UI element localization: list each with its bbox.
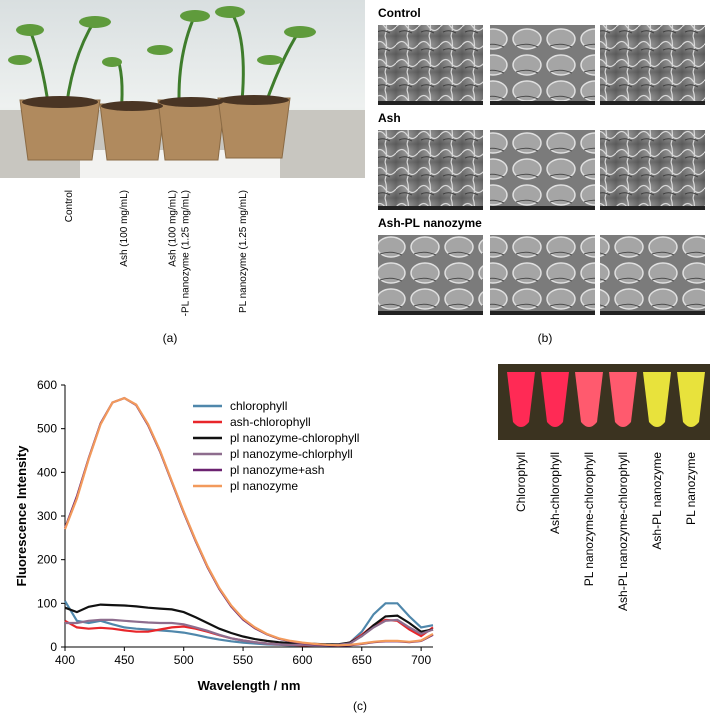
data-line <box>65 618 434 647</box>
sem-image <box>600 130 705 210</box>
line-chart: 0 100 200 300 400 500 600 400 450 500 550 600 650 700… <box>14 378 434 693</box>
sem-image <box>600 25 705 105</box>
x-axis-title: Wavelength / nm <box>198 678 301 693</box>
y-tick-label: 0 <box>50 640 57 654</box>
sample-label: Ash (100 mg/mL) <box>119 190 130 267</box>
tube-label: PL nanozyme <box>684 452 698 525</box>
x-tick-label: 500 <box>174 653 194 667</box>
y-tick-label: 600 <box>37 378 57 392</box>
legend-label: pl nanozyme-chlorophyll <box>230 431 359 445</box>
y-tick-label: 500 <box>37 422 57 436</box>
y-tick-label: 100 <box>37 596 57 610</box>
tube-photo <box>498 364 710 440</box>
scale-bar <box>378 101 483 105</box>
tube-label: Ash-chlorophyll <box>548 452 562 534</box>
y-tick-label: 400 <box>37 465 57 479</box>
y-axis-title: Fluorescence Intensity <box>14 445 29 587</box>
tube-label: Chlorophyll <box>514 452 528 512</box>
tube-label: PL nanozyme-chlorophyll <box>582 452 596 586</box>
panel-caption: (a) <box>163 331 178 345</box>
plant-photo <box>0 0 365 178</box>
x-tick-label: 650 <box>352 653 372 667</box>
legend-label: pl nanozyme-chlorphyll <box>230 447 353 461</box>
sample-label: PL nanozyme (1.25 mg/mL) <box>238 190 249 313</box>
legend-label: chlorophyll <box>230 399 287 413</box>
sem-image <box>490 235 595 315</box>
legend-label: ash-chlorophyll <box>230 415 311 429</box>
tube-labels: Chlorophyll Ash-chlorophyll PL nanozyme-ch… <box>514 452 698 611</box>
y-tick-label: 300 <box>37 509 57 523</box>
tube-label: Ash-PL nanozyme <box>650 452 664 550</box>
tube-label: Ash-PL nanozyme-chlorophyll <box>616 452 630 611</box>
sample-label: Ash (100 mg/mL) <box>168 190 179 267</box>
panel-caption: (c) <box>353 699 367 713</box>
sem-image <box>600 235 705 315</box>
sem-grid: Control Ash Ash-PL nanozyme <box>378 6 705 315</box>
scale-bar <box>490 101 595 105</box>
x-tick-label: 550 <box>233 653 253 667</box>
panel-a-labels: Control Ash (100 mg/mL) Ash (100 mg/mL) -PL… <box>64 190 249 316</box>
data-line <box>64 600 434 647</box>
scale-bar <box>600 206 705 210</box>
scale-bar <box>600 101 705 105</box>
sem-image <box>378 235 483 315</box>
panel-caption: (b) <box>538 331 553 345</box>
legend-label: pl nanozyme <box>230 479 298 493</box>
x-tick-label: 600 <box>292 653 312 667</box>
sample-label: Control <box>64 190 75 222</box>
scale-bar <box>490 311 595 315</box>
row-label: Control <box>378 6 421 20</box>
row-label: Ash <box>378 111 401 125</box>
scale-bar <box>378 206 483 210</box>
data-line <box>64 603 434 646</box>
scale-bar <box>600 311 705 315</box>
y-tick-label: 200 <box>37 553 57 567</box>
scale-bar <box>378 311 483 315</box>
row-label: Ash-PL nanozyme <box>378 216 482 230</box>
data-line <box>63 396 434 647</box>
sem-image <box>490 130 595 210</box>
sem-image <box>490 25 595 105</box>
sem-image <box>378 130 483 210</box>
sample-label: -PL nanozyme (1.25 mg/mL) <box>181 190 192 316</box>
scale-bar <box>490 206 595 210</box>
x-tick-label: 700 <box>411 653 431 667</box>
legend-label: pl nanozyme+ash <box>230 463 324 477</box>
x-tick-label: 450 <box>114 653 134 667</box>
sem-image <box>378 25 483 105</box>
x-tick-label: 400 <box>55 653 75 667</box>
